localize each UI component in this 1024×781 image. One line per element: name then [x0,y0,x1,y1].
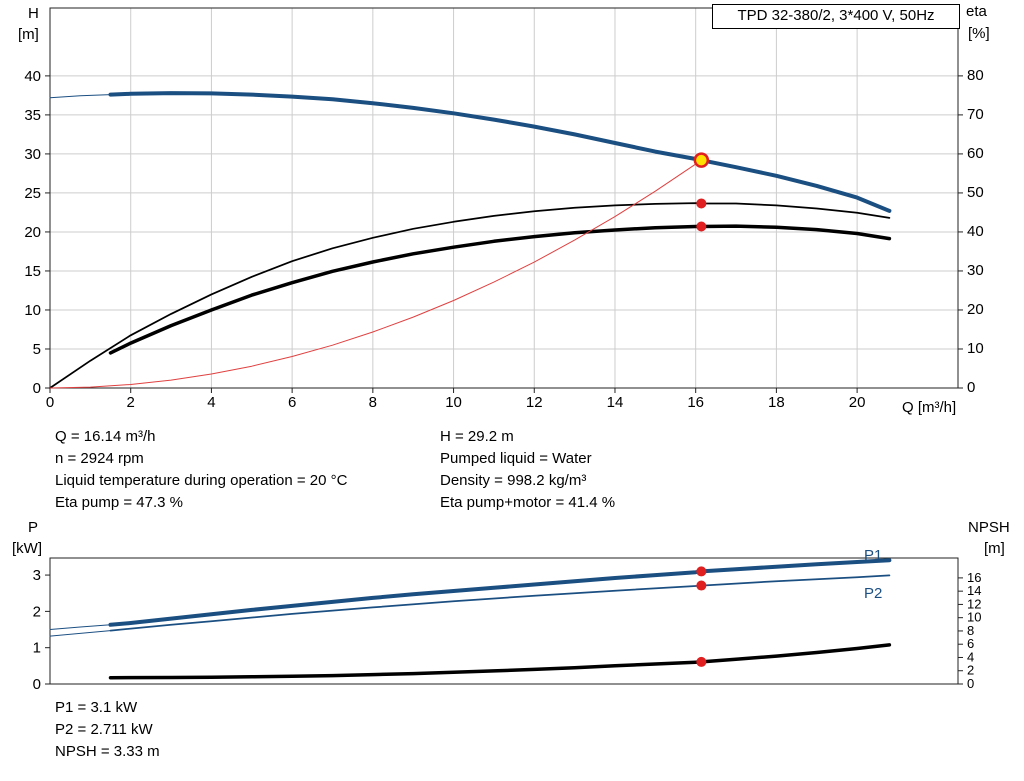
y-left-tick-label: 10 [24,302,41,319]
head-chart: 0 2 4 6 8 10 12 14 16 18 20 0 5 10 15 20 25 30 35 40 0 10 20 30… [24,7,984,411]
y-right-tick-label: 20 [967,301,984,318]
y-right-tick-label: 16 [967,570,981,585]
info-n: n = 2924 rpm [55,450,144,467]
p1-point [696,566,707,577]
eta-pump-point [696,198,707,209]
p1-lead-in-curve [49,624,111,630]
result-npsh: NPSH = 3.33 m [55,743,160,760]
system-curve-curve [49,159,702,389]
y-right-tick-label: 8 [967,623,974,638]
y-right-tick-label: 30 [967,262,984,279]
info-panel-left: Q = 16.14 m³/h n = 2924 rpm Liquid tempe… [55,427,347,515]
pump-type-title-box: TPD 32-380/2, 3*400 V, 50Hz [712,4,960,29]
x-tick-label: 16 [687,394,704,411]
x-tick-label: 10 [445,394,462,411]
eta-axis-unit: [%] [968,25,990,42]
h-axis-name: H [28,5,39,22]
x-tick-label: 2 [127,394,135,411]
y-left-tick-label: 35 [24,107,41,124]
plot-frame [49,557,959,685]
info-liquid: Pumped liquid = Water [440,450,592,467]
y-left-tick-label: 20 [24,224,41,241]
duty-point [693,152,710,168]
x-tick-label: 18 [768,394,785,411]
x-tick-label: 6 [288,394,296,411]
eta-pump-curve [49,202,891,389]
y-left-tick-label: 2 [33,603,41,620]
p2-lead-in-curve [49,630,111,637]
result-p2: P2 = 2.711 kW [55,721,153,738]
info-density: Density = 998.2 kg/m³ [440,472,587,489]
y-left-tick-label: 3 [33,567,41,584]
npsh-axis-name: NPSH [968,519,1010,536]
y-right-tick-label: 60 [967,145,984,162]
npsh-axis-unit: [m] [984,540,1005,557]
eta-pump-motor-point [696,221,707,232]
y-right-tick-label: 6 [967,636,974,651]
y-left-tick-label: 0 [33,380,41,397]
y-left-tick-label: 15 [24,263,41,280]
y-right-tick-label: 40 [967,223,984,240]
x-tick-label: 12 [526,394,543,411]
info-q: Q = 16.14 m³/h [55,428,156,445]
info-eta-pump: Eta pump = 47.3 % [55,494,183,511]
y-right-tick-label: 0 [967,676,974,691]
info-eta-pump-motor: Eta pump+motor = 41.4 % [440,494,616,511]
info-h: H = 29.2 m [440,428,514,445]
p2-curve [109,574,891,632]
y-right-tick-label: 10 [967,610,981,625]
y-left-tick-label: 1 [33,640,41,657]
x-tick-label: 20 [849,394,866,411]
y-right-tick-label: 0 [967,379,975,396]
h-pump-curve-curve [108,91,892,213]
y-left-tick-label: 5 [33,341,41,358]
info-panel-right: H = 29.2 m Pumped liquid = Water Density… [440,427,615,515]
y-right-tick-label: 50 [967,184,984,201]
x-tick-label: 14 [607,394,624,411]
p2-point [696,580,707,591]
x-tick-label: 8 [369,394,377,411]
x-tick-label: 0 [46,394,54,411]
p1-curve-label: P1 [864,547,883,564]
y-right-tick-label: 4 [967,649,974,664]
h-axis-unit: [m] [18,26,39,43]
y-left-tick-label: 40 [24,68,41,85]
y-right-tick-label: 80 [967,67,984,84]
result-p1: P1 = 3.1 kW [55,699,138,716]
x-tick-label: 4 [207,394,215,411]
y-left-tick-label: 30 [24,146,41,163]
plot-frame [49,7,959,389]
y-right-tick-label: 10 [967,340,984,357]
npsh-curve [108,643,892,680]
p-axis-unit: [kW] [12,540,42,557]
q-axis-label: Q [m³/h] [902,399,957,416]
y-right-tick-label: 2 [967,663,974,678]
p-axis-name: P [28,519,39,536]
info-temp: Liquid temperature during operation = 20… [55,472,348,489]
y-right-tick-label: 70 [967,106,984,123]
eta-axis-name: eta [966,3,987,20]
eta-pump-plus-motor-curve [108,224,892,355]
h-lead-in-curve [49,94,111,99]
y-right-tick-label: 14 [967,583,981,598]
p2-curve-label: P2 [864,585,883,602]
results-panel: P1 = 3.1 kW P2 = 2.711 kW NPSH = 3.33 m [55,698,160,764]
npsh-point [696,656,707,667]
y-left-tick-label: 25 [24,185,41,202]
y-left-tick-label: 0 [33,676,41,693]
p1-curve [108,558,892,627]
y-right-tick-label: 12 [967,596,981,611]
